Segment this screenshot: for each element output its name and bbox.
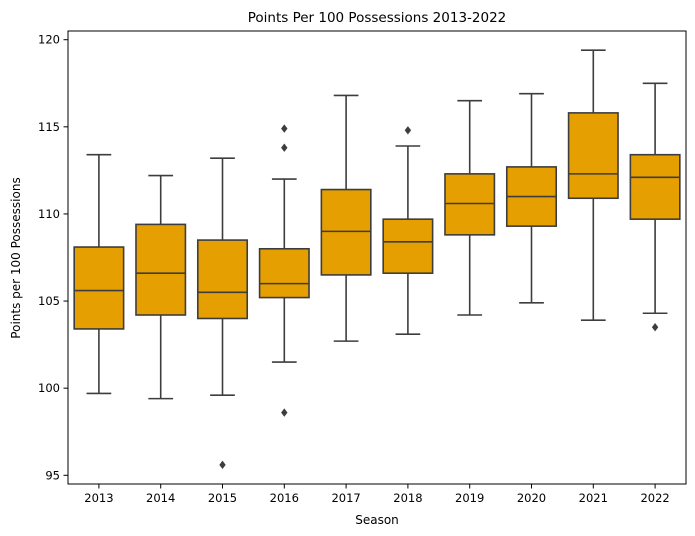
y-tick-label: 110 (38, 207, 60, 221)
box-2018 (382, 126, 434, 335)
y-tick-label: 115 (38, 120, 60, 134)
outlier-point (219, 460, 226, 470)
box-2014 (135, 174, 187, 400)
x-tick-label: 2022 (640, 491, 669, 505)
box-2013 (73, 153, 125, 395)
outlier-point (651, 322, 659, 332)
chart-title: Points Per 100 Possessions 2013-2022 (248, 10, 507, 26)
y-tick-label: 120 (38, 33, 60, 47)
x-tick-label: 2018 (393, 491, 422, 505)
x-tick-label: 2015 (208, 491, 237, 505)
box-2017 (320, 94, 372, 342)
y-tick-label: 105 (38, 294, 60, 308)
box-2022 (629, 82, 681, 332)
axes-frame (67, 30, 687, 485)
box-iqr (258, 247, 310, 299)
x-tick-label: 2016 (270, 491, 299, 505)
box-2015 (196, 157, 249, 470)
x-tick-label: 2020 (517, 491, 546, 505)
x-tick-label: 2017 (331, 491, 360, 505)
box-2019 (444, 99, 496, 316)
box-2020 (505, 92, 558, 304)
box-iqr (629, 153, 681, 220)
box-iqr (567, 112, 619, 200)
plot-area (73, 49, 681, 470)
outlier-point (281, 408, 288, 417)
x-tick-label: 2014 (146, 491, 175, 505)
box-2016 (258, 124, 310, 417)
box-iqr (444, 173, 496, 236)
y-tick-label: 100 (38, 381, 60, 395)
axes: 95 100 105 110 115 120 2013 2014 2015 2016 2017 201… (38, 30, 687, 505)
box-iqr (320, 188, 372, 276)
x-tick-label: 2021 (579, 491, 608, 505)
box-iqr (73, 246, 125, 330)
outlier-point (281, 143, 288, 152)
box-2021 (567, 49, 619, 322)
box-iqr (196, 239, 249, 320)
y-tick-label: 95 (45, 468, 60, 482)
outlier-point (281, 124, 288, 133)
x-tick-label: 2019 (455, 491, 484, 505)
box-iqr (382, 218, 434, 274)
x-tick-label: 2013 (84, 491, 113, 505)
x-axis-label: Season (355, 513, 399, 527)
outlier-point (404, 126, 412, 135)
y-axis-label: Points per 100 Possessions (9, 177, 23, 338)
box-iqr (135, 223, 187, 316)
